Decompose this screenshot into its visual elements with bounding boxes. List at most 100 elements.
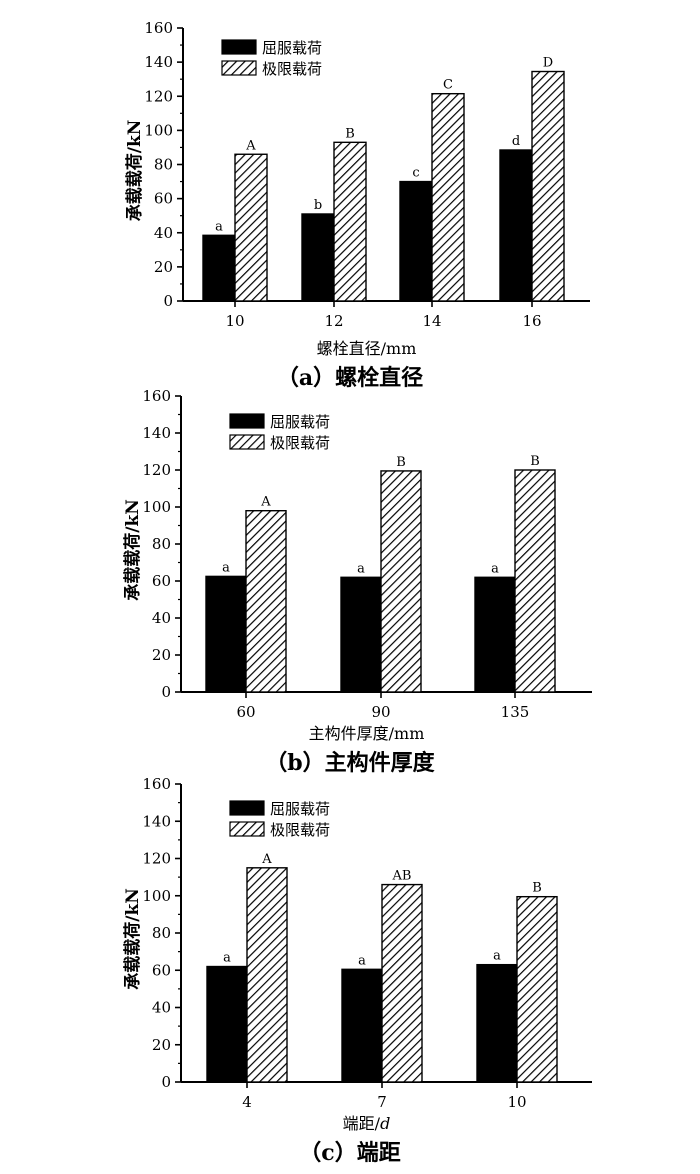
ultimate-bar-label: B <box>396 455 406 470</box>
y-tick-label: 60 <box>154 190 173 208</box>
y-tick-label: 80 <box>154 156 173 174</box>
chart-panel-2: 0 20 40 60 80 100 120 140 160 承载载荷/kN 60 a A 90 a B 135 a… <box>122 387 592 776</box>
panel-caption: （a）螺栓直径 <box>277 365 423 391</box>
y-axis-label: 承载载荷/kN <box>124 120 145 222</box>
yield-bar-label: a <box>358 953 366 968</box>
y-tick-label: 40 <box>152 999 171 1017</box>
legend-swatch <box>229 413 265 429</box>
yield-bar-10 <box>476 963 518 1083</box>
chart-panel-3: 0 20 40 60 80 100 120 140 160 承载载荷/kN 4 a A 7 a AB 10 a B 端… <box>122 775 592 1166</box>
yield-bar-label: a <box>215 219 223 234</box>
legend-swatch <box>221 39 257 55</box>
yield-bar-label: c <box>412 166 419 181</box>
yield-bar-7 <box>341 968 383 1083</box>
x-tick-label: 90 <box>371 703 390 721</box>
chart-panel-1: 0 20 40 60 80 100 120 140 160 承载载荷/kN 10 a A 12 b B 14 c C… <box>124 19 590 391</box>
y-tick-label: 120 <box>142 850 171 868</box>
yield-bar-4 <box>206 965 248 1083</box>
ultimate-bar-60 <box>245 510 287 693</box>
legend-swatch <box>229 821 265 837</box>
yield-bar-label: a <box>493 949 501 964</box>
y-tick-label: 100 <box>142 887 171 905</box>
x-tick-label: 60 <box>236 703 255 721</box>
legend-swatch <box>229 800 265 816</box>
x-axis-label: 主构件厚度/mm <box>309 724 425 743</box>
yield-bar-12 <box>301 213 335 302</box>
x-tick-label: 135 <box>501 703 530 721</box>
y-tick-label: 100 <box>144 121 173 139</box>
y-tick-label: 60 <box>152 961 171 979</box>
y-tick-label: 160 <box>142 387 171 405</box>
ultimate-bar-7 <box>381 883 423 1083</box>
ultimate-bar-label: A <box>245 138 256 153</box>
ultimate-bar-label: A <box>260 495 271 510</box>
y-tick-label: 20 <box>152 1036 171 1054</box>
ultimate-bar-90 <box>380 470 422 693</box>
legend-label: 极限载荷 <box>262 60 322 78</box>
legend-label: 极限载荷 <box>270 434 330 452</box>
yield-bar-10 <box>202 234 236 302</box>
legend-swatch <box>221 60 257 76</box>
legend-label: 极限载荷 <box>270 821 330 839</box>
yield-bar-label: a <box>223 951 231 966</box>
y-tick-label: 80 <box>152 535 171 553</box>
yield-bar-label: d <box>512 134 520 149</box>
y-tick-label: 0 <box>163 292 173 310</box>
y-tick-label: 160 <box>144 19 173 37</box>
yield-bar-16 <box>499 149 533 302</box>
legend-label: 屈服载荷 <box>270 413 330 431</box>
y-axis-label: 承载载荷/kN <box>122 499 143 601</box>
y-tick-label: 100 <box>142 498 171 516</box>
y-tick-label: 0 <box>161 683 171 701</box>
x-tick-label: 4 <box>242 1093 252 1111</box>
ultimate-bar-label: D <box>543 56 553 71</box>
ultimate-bar-12 <box>333 141 367 302</box>
ultimate-bar-label: C <box>443 78 453 93</box>
ultimate-bar-label: B <box>345 126 355 141</box>
ultimate-bar-14 <box>431 92 465 302</box>
x-tick-label: 16 <box>522 312 541 330</box>
yield-bar-90 <box>340 576 382 693</box>
y-tick-label: 20 <box>152 646 171 664</box>
y-tick-label: 20 <box>154 258 173 276</box>
x-tick-label: 12 <box>324 312 343 330</box>
ultimate-bar-label: B <box>532 881 542 896</box>
x-tick-label: 7 <box>377 1093 387 1111</box>
x-tick-label: 14 <box>422 312 441 330</box>
y-tick-label: 140 <box>142 424 171 442</box>
ultimate-bar-135 <box>514 469 556 693</box>
y-tick-label: 120 <box>144 87 173 105</box>
legend-label: 屈服载荷 <box>270 800 330 818</box>
x-axis-label: 螺栓直径/mm <box>317 339 417 358</box>
y-tick-label: 140 <box>144 53 173 71</box>
y-axis-label: 承载载荷/kN <box>122 888 143 990</box>
yield-bar-135 <box>474 576 516 693</box>
x-tick-label: 10 <box>225 312 244 330</box>
y-tick-label: 160 <box>142 775 171 793</box>
legend-swatch <box>229 434 265 450</box>
y-tick-label: 60 <box>152 572 171 590</box>
y-tick-label: 140 <box>142 812 171 830</box>
ultimate-bar-4 <box>246 867 288 1083</box>
y-tick-label: 40 <box>152 609 171 627</box>
legend-label: 屈服载荷 <box>262 39 322 57</box>
x-tick-label: 10 <box>507 1093 526 1111</box>
y-tick-label: 0 <box>161 1073 171 1091</box>
ultimate-bar-10 <box>516 895 558 1083</box>
y-tick-label: 40 <box>154 224 173 242</box>
ultimate-bar-label: AB <box>392 869 412 884</box>
ultimate-bar-10 <box>234 153 268 302</box>
yield-bar-label: a <box>491 561 499 576</box>
ultimate-bar-16 <box>531 70 565 302</box>
y-tick-label: 120 <box>142 461 171 479</box>
y-tick-label: 80 <box>152 924 171 942</box>
yield-bar-label: a <box>222 560 230 575</box>
yield-bar-14 <box>399 180 433 302</box>
x-axis-label: 端距/d <box>343 1114 391 1133</box>
panel-caption: （c）端距 <box>299 1140 400 1166</box>
ultimate-bar-label: A <box>261 852 272 867</box>
